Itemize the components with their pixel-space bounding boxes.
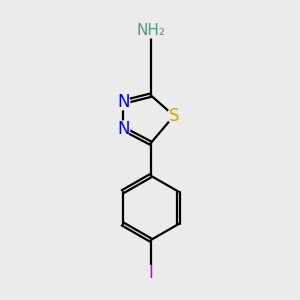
Ellipse shape: [117, 94, 130, 110]
Text: S: S: [169, 107, 179, 125]
Text: I: I: [148, 264, 153, 282]
Ellipse shape: [117, 121, 130, 136]
Ellipse shape: [140, 22, 161, 38]
Ellipse shape: [167, 108, 181, 124]
Ellipse shape: [144, 266, 157, 281]
Text: N: N: [117, 93, 130, 111]
Text: NH₂: NH₂: [136, 23, 165, 38]
Text: N: N: [117, 120, 130, 138]
